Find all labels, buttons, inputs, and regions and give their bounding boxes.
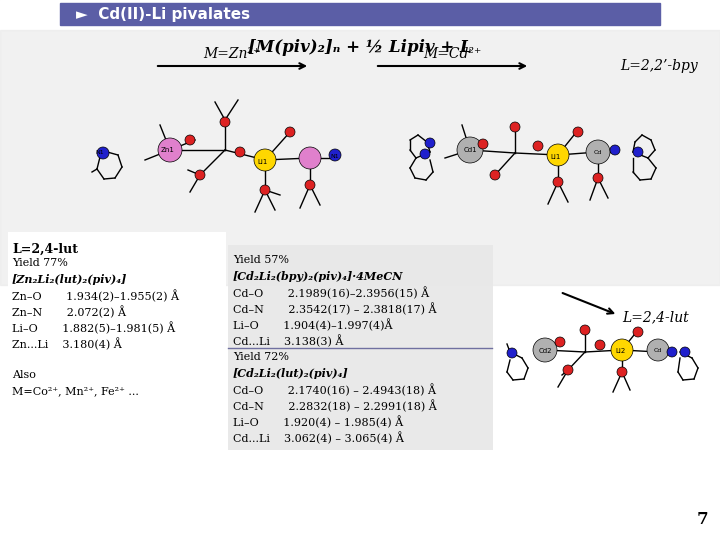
Circle shape — [680, 347, 690, 357]
Text: [Cd₂Li₂(lut)₂(piv)₄]: [Cd₂Li₂(lut)₂(piv)₄] — [233, 368, 348, 379]
Text: Yield 57%: Yield 57% — [233, 255, 289, 265]
Text: Zn–O       1.934(2)–1.955(2) Å: Zn–O 1.934(2)–1.955(2) Å — [12, 290, 179, 302]
Text: N1: N1 — [330, 153, 339, 159]
Text: Cd1: Cd1 — [463, 147, 477, 153]
Circle shape — [260, 185, 270, 195]
Circle shape — [555, 337, 565, 347]
Text: Zn–N       2.072(2) Å: Zn–N 2.072(2) Å — [12, 306, 126, 319]
Text: Cd...Li    3.138(3) Å: Cd...Li 3.138(3) Å — [233, 335, 343, 348]
Text: Cd–O       2.1989(16)–2.3956(15) Å: Cd–O 2.1989(16)–2.3956(15) Å — [233, 287, 429, 300]
Circle shape — [563, 365, 573, 375]
Circle shape — [478, 139, 488, 149]
Circle shape — [235, 147, 245, 157]
Circle shape — [185, 135, 195, 145]
Text: Li–O       1.920(4) – 1.985(4) Å: Li–O 1.920(4) – 1.985(4) Å — [233, 416, 403, 429]
Circle shape — [97, 147, 109, 159]
Text: Cd–N       2.3542(17) – 2.3818(17) Å: Cd–N 2.3542(17) – 2.3818(17) Å — [233, 303, 436, 315]
Circle shape — [617, 367, 627, 377]
Circle shape — [195, 170, 205, 180]
Circle shape — [667, 347, 677, 357]
Circle shape — [220, 117, 230, 127]
Text: 7: 7 — [696, 511, 708, 528]
Circle shape — [329, 149, 341, 161]
Circle shape — [420, 149, 430, 159]
Circle shape — [553, 177, 563, 187]
Circle shape — [633, 147, 643, 157]
Circle shape — [586, 140, 610, 164]
Text: N1: N1 — [96, 151, 104, 156]
Text: M=Co²⁺, Mn²⁺, Fe²⁺ ...: M=Co²⁺, Mn²⁺, Fe²⁺ ... — [12, 386, 139, 396]
Bar — [0, 30, 720, 285]
Bar — [228, 245, 493, 450]
Text: [Zn₂Li₂(lut)₂(piv)₄]: [Zn₂Li₂(lut)₂(piv)₄] — [12, 274, 127, 285]
Circle shape — [595, 340, 605, 350]
Text: Li1: Li1 — [551, 154, 561, 160]
Text: [M(piv)₂]ₙ + ½ Lipiv + L: [M(piv)₂]ₙ + ½ Lipiv + L — [248, 39, 472, 57]
Text: ►  Cd(II)-Li pivalates: ► Cd(II)-Li pivalates — [76, 6, 250, 22]
Circle shape — [611, 339, 633, 361]
Text: [Cd₂Li₂(bpy)₂(piv)₄]·4MeCN: [Cd₂Li₂(bpy)₂(piv)₄]·4MeCN — [233, 271, 403, 282]
Circle shape — [633, 327, 643, 337]
Text: Cd: Cd — [654, 348, 662, 354]
Text: Cd...Li    3.062(4) – 3.065(4) Å: Cd...Li 3.062(4) – 3.065(4) Å — [233, 432, 404, 444]
Text: Li–O       1.904(4)–1.997(4)Å: Li–O 1.904(4)–1.997(4)Å — [233, 319, 392, 332]
Circle shape — [510, 122, 520, 132]
Circle shape — [610, 145, 620, 155]
Text: Also: Also — [12, 370, 36, 380]
Circle shape — [580, 325, 590, 335]
Text: Yield 72%: Yield 72% — [233, 352, 289, 362]
Bar — [60, 3, 660, 25]
Circle shape — [305, 180, 315, 190]
Circle shape — [533, 141, 543, 151]
Circle shape — [254, 149, 276, 171]
Circle shape — [507, 348, 517, 358]
Circle shape — [285, 127, 295, 137]
Bar — [8, 232, 226, 482]
Text: M=Zn²⁺: M=Zn²⁺ — [203, 47, 261, 61]
Circle shape — [593, 173, 603, 183]
Text: Cd–O       2.1740(16) – 2.4943(18) Å: Cd–O 2.1740(16) – 2.4943(18) Å — [233, 384, 436, 396]
Text: Zn...Li    3.180(4) Å: Zn...Li 3.180(4) Å — [12, 338, 122, 350]
Text: Li1: Li1 — [258, 159, 268, 165]
Circle shape — [533, 338, 557, 362]
Text: Cd: Cd — [594, 151, 602, 156]
Text: Yield 77%: Yield 77% — [12, 258, 68, 268]
Circle shape — [299, 147, 321, 169]
Text: Li2: Li2 — [615, 348, 625, 354]
Circle shape — [457, 137, 483, 163]
Text: Zn1: Zn1 — [161, 147, 175, 153]
Text: M=Cd²⁺: M=Cd²⁺ — [423, 47, 481, 61]
Circle shape — [158, 138, 182, 162]
Text: L=2,2’-bpy: L=2,2’-bpy — [620, 59, 698, 73]
Circle shape — [647, 339, 669, 361]
Circle shape — [573, 127, 583, 137]
Text: L=2,4-lut: L=2,4-lut — [12, 243, 78, 256]
Circle shape — [547, 144, 569, 166]
Text: Cd–N       2.2832(18) – 2.2991(18) Å: Cd–N 2.2832(18) – 2.2991(18) Å — [233, 400, 437, 413]
Text: Li–O       1.882(5)–1.981(5) Å: Li–O 1.882(5)–1.981(5) Å — [12, 322, 175, 335]
Text: L=2,4-lut: L=2,4-lut — [622, 310, 689, 324]
Text: Cd2: Cd2 — [539, 348, 552, 354]
Circle shape — [425, 138, 435, 148]
Circle shape — [490, 170, 500, 180]
